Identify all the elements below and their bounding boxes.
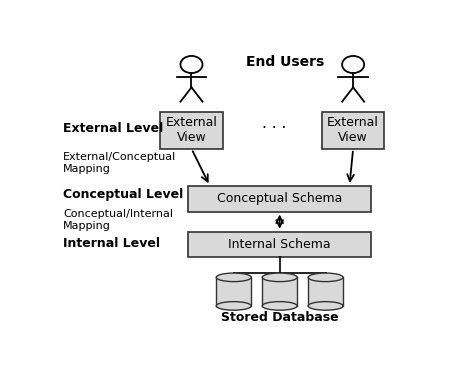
Ellipse shape — [216, 302, 251, 310]
Ellipse shape — [308, 273, 343, 282]
Bar — [308, 278, 343, 306]
Text: External
View: External View — [165, 116, 218, 144]
Ellipse shape — [216, 273, 251, 282]
Text: Conceptual/Internal
Mapping: Conceptual/Internal Mapping — [63, 209, 173, 231]
Bar — [216, 278, 251, 306]
Text: . . .: . . . — [262, 116, 286, 131]
Text: External/Conceptual
Mapping: External/Conceptual Mapping — [63, 152, 176, 174]
Text: Internal Schema: Internal Schema — [228, 238, 331, 251]
Ellipse shape — [262, 302, 297, 310]
Text: Conceptual Schema: Conceptual Schema — [217, 192, 342, 205]
Text: External
View: External View — [327, 116, 379, 144]
Bar — [322, 112, 384, 149]
Text: End Users: End Users — [246, 55, 324, 69]
Text: Stored Database: Stored Database — [221, 312, 338, 325]
Bar — [188, 186, 372, 211]
Bar — [262, 278, 297, 306]
Bar — [160, 112, 223, 149]
Ellipse shape — [262, 273, 297, 282]
Bar — [188, 232, 372, 257]
Text: Conceptual Level: Conceptual Level — [63, 188, 183, 201]
Ellipse shape — [308, 302, 343, 310]
Text: Internal Level: Internal Level — [63, 237, 160, 250]
Text: External Level: External Level — [63, 122, 163, 135]
